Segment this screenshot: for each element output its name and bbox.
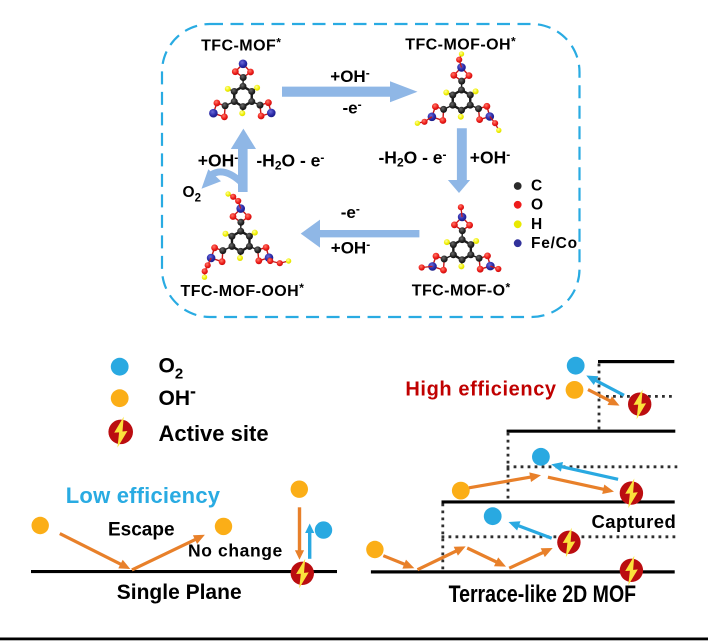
svg-text:+OH-: +OH- [198, 150, 238, 170]
svg-text:-e-: -e- [341, 202, 360, 222]
svg-text:Escape: Escape [108, 520, 175, 541]
svg-text:TFC-MOF*: TFC-MOF* [201, 35, 281, 54]
svg-text:+OH-: +OH- [330, 66, 369, 86]
svg-text:Single Plane: Single Plane [117, 581, 242, 604]
svg-text:Captured: Captured [592, 511, 677, 532]
svg-text:C: C [531, 178, 542, 195]
svg-text:O2: O2 [183, 184, 201, 205]
svg-text:O2: O2 [159, 355, 184, 383]
svg-text:No change: No change [188, 541, 283, 561]
svg-text:H: H [531, 216, 542, 233]
svg-text:High efficiency: High efficiency [405, 379, 557, 401]
svg-text:+OH-: +OH- [331, 238, 370, 258]
svg-text:Low efficiency: Low efficiency [66, 483, 221, 508]
svg-text:O: O [531, 197, 543, 214]
svg-text:-e-: -e- [342, 98, 361, 118]
svg-text:-H2O - e-: -H2O - e- [378, 147, 446, 169]
svg-text:TFC-MOF-OH*: TFC-MOF-OH* [405, 35, 516, 54]
svg-text:Fe/Co: Fe/Co [531, 235, 578, 252]
svg-text:TFC-MOF-OOH*: TFC-MOF-OOH* [180, 281, 304, 300]
svg-text:Active site: Active site [159, 421, 269, 446]
svg-text:Terrace-like 2D MOF: Terrace-like 2D MOF [449, 581, 637, 608]
svg-text:OH-: OH- [159, 381, 197, 410]
svg-text:-H2O - e-: -H2O - e- [256, 150, 324, 172]
svg-text:+OH-: +OH- [470, 147, 510, 167]
svg-text:TFC-MOF-O*: TFC-MOF-O* [412, 281, 511, 300]
